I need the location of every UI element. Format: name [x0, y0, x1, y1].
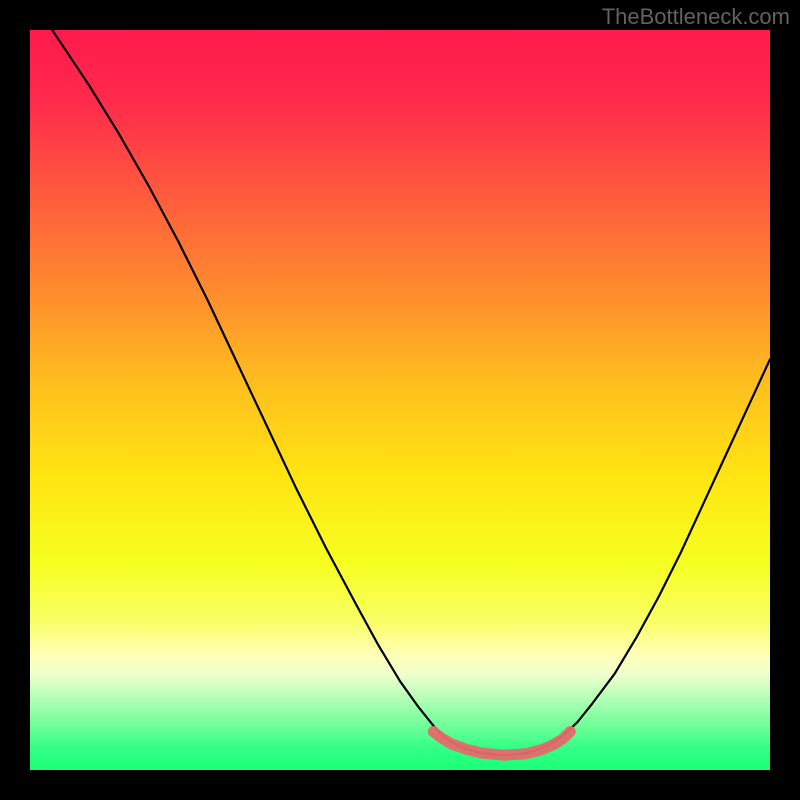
plot-background: [30, 30, 770, 770]
bottleneck-curve-chart: [0, 0, 800, 800]
chart-canvas: TheBottleneck.com: [0, 0, 800, 800]
